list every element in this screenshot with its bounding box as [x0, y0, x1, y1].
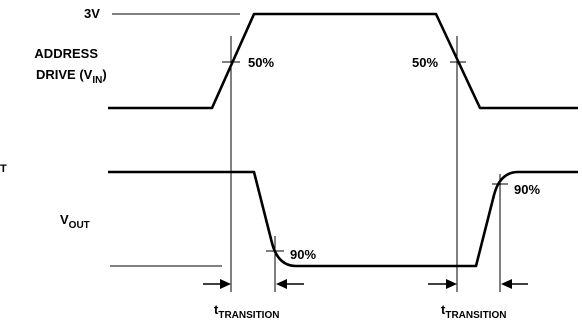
t-right-subscript: TRANSITION: [445, 310, 506, 321]
t-right-main: t: [441, 302, 446, 317]
vout-subscript: OUT: [69, 220, 90, 231]
address-drive-label-line1: ADDRESS: [34, 46, 98, 61]
vout-label: VOUT: [60, 212, 90, 231]
arrow-left-out-head: [276, 279, 287, 289]
arrow-right-out-head: [501, 279, 512, 289]
pct50-left-label: 50%: [248, 55, 274, 70]
t-transition-left-label: tTRANSITION: [214, 302, 279, 321]
pct90-left-label: 90%: [290, 247, 316, 262]
t-left-subscript: TRANSITION: [218, 310, 279, 321]
pct50-right-label: 50%: [412, 55, 438, 70]
edge-fragment-label: T: [0, 163, 7, 175]
vout-waveform: [108, 170, 578, 268]
arrow-right-in-head: [446, 279, 457, 289]
pct90-right-label: 90%: [514, 182, 540, 197]
address-drive-label-line2: DRIVE (VIN): [36, 67, 107, 86]
address-drive-subscript: IN: [92, 75, 102, 86]
transition-arrows-left: [203, 279, 304, 289]
vin-waveform: [108, 12, 578, 110]
vout-main: V: [60, 212, 69, 227]
transition-arrows-right: [428, 279, 528, 289]
level-3v-label: 3V: [84, 6, 100, 21]
address-drive-prefix: DRIVE (V: [36, 67, 93, 82]
arrow-left-in-head: [220, 279, 231, 289]
t-left-main: t: [214, 302, 219, 317]
address-drive-close: ): [102, 67, 106, 82]
t-transition-right-label: tTRANSITION: [441, 302, 506, 321]
